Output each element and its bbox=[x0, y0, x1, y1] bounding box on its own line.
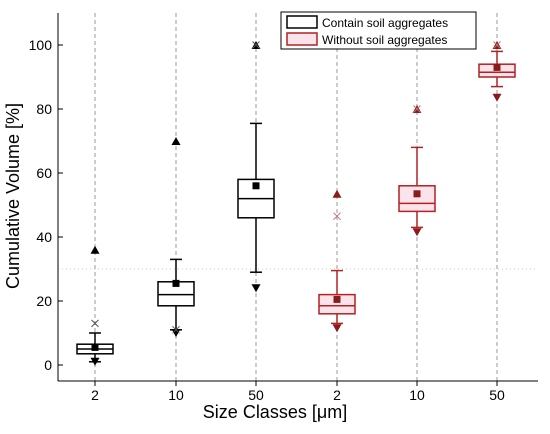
min-marker bbox=[251, 284, 261, 293]
box-1-0 bbox=[318, 189, 356, 333]
legend-label-1: Without soil aggregates bbox=[322, 33, 447, 47]
box-iqr bbox=[318, 293, 356, 315]
mean-marker bbox=[91, 343, 99, 351]
legend: Contain soil aggregates Without soil aggr… bbox=[280, 11, 477, 50]
mean-marker bbox=[252, 182, 260, 190]
box-0-2 bbox=[237, 41, 275, 293]
box-0-0 bbox=[76, 245, 114, 366]
legend-label-0: Contain soil aggregates bbox=[322, 16, 448, 30]
y-tick-label: 60 bbox=[36, 165, 52, 181]
x-axis-title: Size Classes [μm] bbox=[203, 402, 347, 422]
outlier-x-marker bbox=[413, 105, 421, 113]
min-marker bbox=[492, 93, 502, 102]
min-marker bbox=[412, 228, 422, 237]
min-marker bbox=[171, 329, 181, 337]
legend-swatch-1 bbox=[286, 32, 318, 46]
min-marker bbox=[332, 324, 342, 333]
mean-marker bbox=[333, 295, 341, 303]
box-1-2 bbox=[478, 41, 516, 102]
outlier-x-marker bbox=[493, 41, 501, 49]
y-tick-label: 40 bbox=[36, 229, 52, 245]
min-marker bbox=[90, 357, 100, 366]
max-marker bbox=[90, 245, 100, 254]
x-tick-label: 2 bbox=[333, 387, 341, 403]
mean-marker bbox=[413, 190, 421, 198]
legend-swatch-0 bbox=[286, 15, 318, 29]
y-tick-label: 0 bbox=[44, 357, 52, 373]
grid-lines bbox=[58, 13, 538, 381]
box-0-1 bbox=[157, 137, 195, 337]
axes: 0 20 40 60 80 100 2 10 50 2 10 50 bbox=[29, 13, 538, 403]
mean-marker bbox=[172, 279, 180, 287]
y-tick-label: 100 bbox=[29, 37, 53, 53]
box-1-1 bbox=[398, 105, 436, 237]
box-iqr bbox=[398, 185, 436, 213]
mean-marker bbox=[493, 63, 501, 71]
x-tick-label: 10 bbox=[409, 387, 425, 403]
y-axis-title: Cumulative Volume [%] bbox=[3, 103, 23, 289]
box-plots bbox=[76, 41, 516, 366]
max-marker bbox=[171, 137, 181, 145]
x-tick-label: 50 bbox=[489, 387, 505, 403]
outlier-x-marker bbox=[172, 325, 180, 334]
y-tick-label: 20 bbox=[36, 293, 52, 309]
outlier-x-marker bbox=[91, 319, 99, 328]
x-tick-label: 50 bbox=[248, 387, 264, 403]
outlier-x-marker bbox=[333, 212, 341, 221]
max-marker bbox=[332, 189, 342, 198]
outlier-x-marker bbox=[252, 41, 260, 49]
x-tick-label: 10 bbox=[168, 387, 184, 403]
y-tick-label: 80 bbox=[36, 101, 52, 117]
x-tick-label: 2 bbox=[91, 387, 99, 403]
